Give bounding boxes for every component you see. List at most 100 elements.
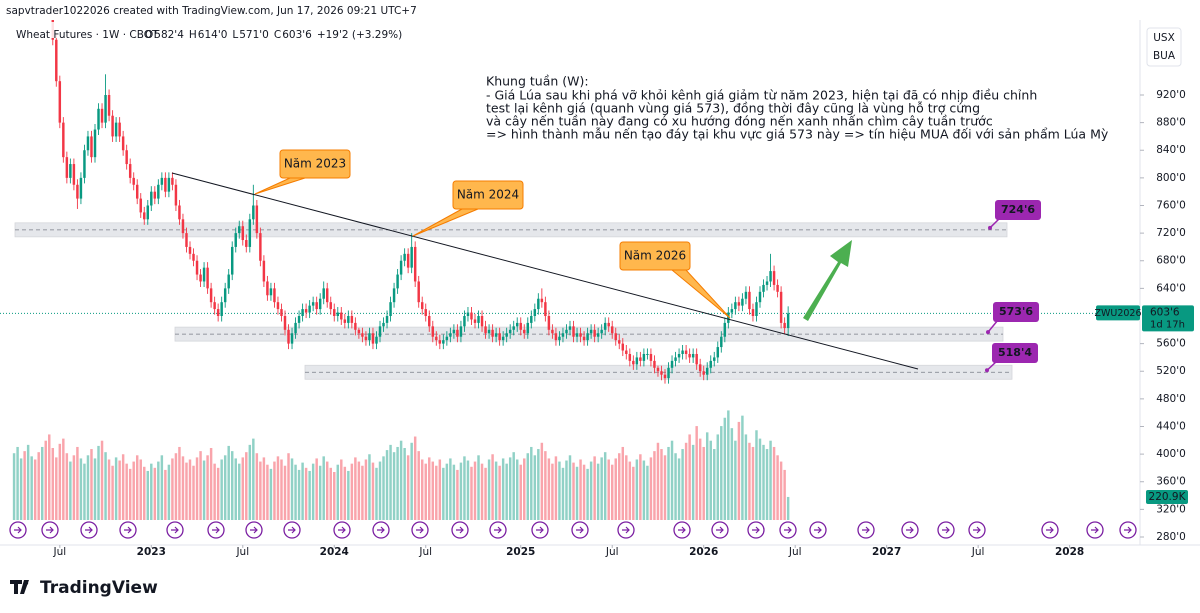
volume-bar (206, 455, 209, 520)
volume-bar (220, 459, 223, 520)
candle-body (135, 184, 139, 199)
volume-bar (245, 452, 248, 520)
candle-body (343, 319, 347, 323)
candle-body (280, 309, 283, 316)
volume-badge-text: 220.9K (1149, 491, 1187, 503)
candle-body (428, 315, 431, 327)
candle-body (561, 333, 565, 337)
volume-bar (653, 451, 656, 520)
event-icon-arrow (1046, 526, 1054, 534)
candle-body (160, 177, 164, 185)
volume-bar (656, 442, 660, 520)
volume-bar (368, 454, 371, 520)
volume-bar (709, 440, 712, 520)
candle-body (442, 340, 445, 344)
candle-body (139, 198, 142, 213)
candle-body (230, 246, 234, 275)
volume-bar (466, 460, 470, 520)
volume-bar (171, 458, 174, 520)
legend-value: 603'6 (282, 29, 312, 41)
event-icon-arrow (416, 526, 424, 534)
volume-bar (392, 452, 396, 520)
zone-label: 573'6 (999, 305, 1033, 318)
candle-body (357, 329, 361, 334)
candle-body (723, 322, 727, 337)
candle-body (484, 326, 487, 334)
volume-bar (727, 410, 730, 520)
volume-bar (107, 459, 111, 520)
candle-body (90, 136, 93, 158)
volume-bar (589, 461, 593, 520)
volume-bar (340, 459, 343, 520)
volume-bar (378, 461, 382, 520)
candle-body (741, 298, 744, 306)
candle-body (164, 177, 167, 192)
candle-body (660, 371, 663, 375)
candle-body (202, 267, 206, 282)
volume-bar (663, 455, 667, 520)
candle-body (121, 136, 125, 151)
candle-body (720, 336, 723, 348)
volume-bar (586, 468, 589, 520)
volume-bar (290, 458, 294, 520)
volume-bar (772, 446, 776, 520)
volume-bar (55, 457, 58, 520)
annotation: Khung tuần (W): - Giá Lúa sau khi phá vỡ… (486, 74, 1109, 142)
volume-bar (111, 465, 114, 520)
candle-body (639, 357, 642, 361)
volume-bar (76, 446, 79, 520)
volume-bar (157, 461, 160, 520)
candle-body (786, 313, 790, 329)
volume-bar (72, 455, 76, 520)
event-icon-arrow (678, 526, 686, 534)
candle-body (181, 219, 185, 234)
candle-body (392, 288, 396, 303)
candle-body (347, 315, 350, 323)
candle-body (744, 291, 748, 299)
candle-body (628, 353, 632, 361)
volume-bar (322, 456, 325, 520)
candle-body (350, 315, 354, 323)
volume-bar (470, 466, 473, 520)
volume-bar (174, 453, 178, 520)
callout-text: Năm 2026 (624, 249, 686, 263)
volume-bar (114, 457, 118, 520)
candle-body (65, 157, 69, 178)
volume-bar (83, 463, 86, 520)
volume-bar (526, 453, 530, 520)
event-icon-arrow (288, 526, 296, 534)
volume-bar (442, 467, 445, 520)
legend-change: +19'2 (+3.29%) (317, 29, 402, 41)
volume-bar (508, 457, 512, 520)
volume-bar (304, 467, 308, 520)
event-icon-arrow (338, 526, 346, 534)
volume-bar (410, 442, 413, 520)
candle-body (480, 315, 484, 327)
candle-body (322, 288, 325, 299)
candle-body (635, 357, 639, 365)
logo: TradingView (10, 578, 158, 598)
candle-body (167, 177, 171, 192)
candle-body (515, 322, 519, 327)
volume-bar (463, 456, 466, 520)
volume-bar (19, 458, 23, 520)
event-icon-arrow (212, 526, 220, 534)
volume-bar (188, 459, 192, 520)
candle-body (93, 129, 97, 158)
volume-bar (259, 461, 262, 520)
volume-bar (146, 470, 150, 520)
volume-bar (607, 459, 610, 520)
volume-bar (97, 445, 100, 520)
volume-bar (642, 460, 646, 520)
candle-body (688, 353, 691, 358)
volume-bar (118, 460, 121, 520)
y-tick-label: 440'0 (1156, 420, 1186, 432)
candle-body (269, 288, 273, 296)
volume-bar (596, 463, 600, 520)
candle-body (413, 246, 417, 282)
volume-bar (227, 445, 230, 520)
candle-body (684, 350, 688, 354)
candle-body (713, 357, 716, 361)
event-icon-arrow (250, 526, 258, 534)
